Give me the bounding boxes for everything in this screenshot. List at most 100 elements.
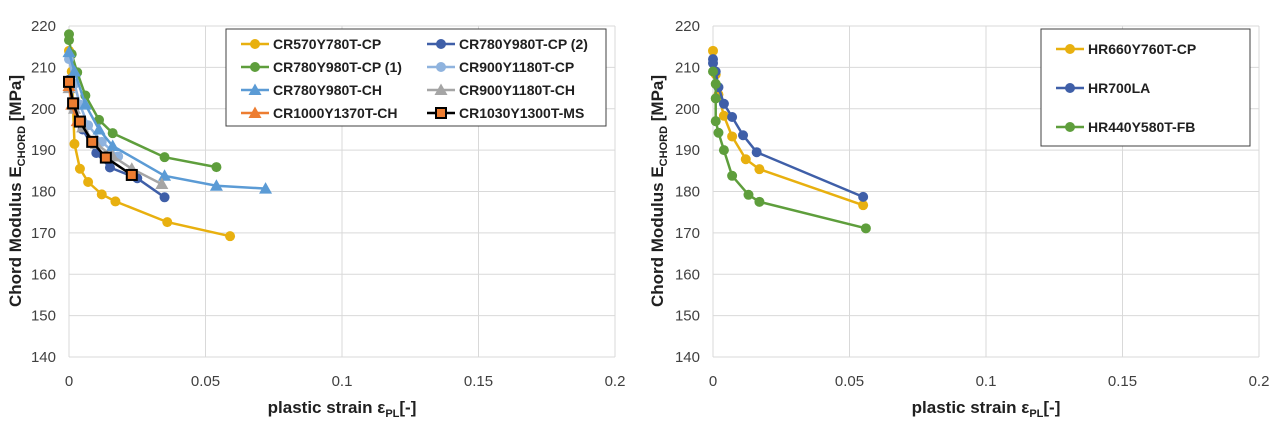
- data-point: [83, 176, 94, 187]
- x-tick-label: 0.05: [191, 373, 220, 390]
- legend-entry: CR900Y1180T-CH: [427, 82, 575, 98]
- legend-entry: CR570Y780T-CP: [241, 36, 381, 52]
- x-tick-label: 0: [709, 373, 717, 390]
- series-line: [711, 50, 864, 207]
- legend-label: CR780Y980T-CP (1): [273, 59, 402, 75]
- legend-swatch-marker: [250, 39, 260, 49]
- legend-entry: CR780Y980T-CP (1): [241, 59, 402, 75]
- data-point: [860, 223, 871, 234]
- y-tick-label: 160: [675, 266, 700, 283]
- legend-entry: CR1030Y1300T-MS: [427, 105, 584, 121]
- series-hr700la: [708, 54, 869, 202]
- data-point: [73, 115, 86, 128]
- legend-swatch-marker: [250, 62, 260, 72]
- data-point: [708, 58, 718, 69]
- x-axis-title: plastic strain εPL[-]: [912, 398, 1061, 420]
- x-tick-label: 0.05: [835, 373, 864, 390]
- chart-left-cr-grades: 140 150 160 170 180 190 200 210 220 0 0.05 0.1 0.15 0…: [6, 18, 625, 420]
- series-line: [711, 71, 867, 230]
- legend-entry: HR660Y760T-CP: [1056, 41, 1196, 57]
- data-point: [107, 128, 118, 139]
- series-hr440y580t-fb: [708, 66, 871, 234]
- data-point: [110, 196, 121, 207]
- data-point: [78, 98, 92, 110]
- y-tick-label: 210: [31, 59, 56, 76]
- series-cr780y980t-cp-2: [64, 74, 170, 203]
- y-tick-label: 200: [31, 101, 56, 118]
- data-point: [64, 35, 74, 46]
- legend-swatch-marker: [1065, 83, 1075, 93]
- legend-label: CR1000Y1370T-CH: [273, 105, 398, 121]
- data-point: [858, 191, 869, 202]
- x-tick-label: 0.15: [1108, 373, 1137, 390]
- legend-swatch-marker: [436, 62, 446, 72]
- y-axis-title: Chord Modulus ECHORD [MPa]: [6, 75, 28, 307]
- legend-label: CR1030Y1300T-MS: [459, 105, 584, 121]
- data-point: [86, 135, 99, 148]
- data-point: [754, 196, 765, 207]
- legend-swatch-marker: [1065, 122, 1075, 132]
- y-axis-title: Chord Modulus ECHORD [MPa]: [648, 75, 670, 307]
- x-tick-label: 0.1: [976, 373, 997, 390]
- legend-box: [225, 28, 607, 127]
- data-point: [62, 45, 76, 58]
- series-cr780y980t-ch: [62, 45, 273, 194]
- data-point: [162, 217, 173, 228]
- data-point: [158, 169, 172, 181]
- data-point: [67, 97, 80, 110]
- legend-entry: CR900Y1180T-CP: [427, 59, 574, 75]
- data-point: [104, 162, 115, 173]
- y-tick-label: 210: [675, 59, 700, 76]
- data-point: [211, 162, 222, 173]
- x-tick-label: 0.15: [464, 373, 493, 390]
- legend-swatch-marker: [1065, 44, 1075, 54]
- data-point: [259, 182, 273, 194]
- data-point: [74, 163, 85, 174]
- y-tick-label: 190: [675, 142, 700, 159]
- data-point: [743, 189, 754, 200]
- data-point: [125, 168, 138, 181]
- y-tick-label: 190: [31, 142, 56, 159]
- data-point: [858, 200, 869, 211]
- y-tick-label: 200: [675, 101, 700, 118]
- legend-label: CR780Y980T-CP (2): [459, 36, 588, 52]
- data-point: [67, 65, 81, 77]
- legend-entry: HR440Y580T-FB: [1056, 119, 1195, 135]
- legend-label: CR570Y780T-CP: [273, 36, 381, 52]
- legend-entry: HR700LA: [1056, 80, 1150, 96]
- data-point: [209, 179, 223, 191]
- data-point: [727, 112, 738, 123]
- data-point: [159, 192, 170, 203]
- data-point: [751, 147, 762, 158]
- series-cr1030y1300t-ms: [63, 75, 138, 181]
- y-tick-label: 160: [31, 266, 56, 283]
- legend-label: CR900Y1180T-CP: [459, 59, 574, 75]
- legend-label: HR660Y760T-CP: [1088, 41, 1196, 57]
- y-tick-label: 220: [675, 18, 700, 35]
- data-point: [99, 151, 112, 164]
- legend-entry: CR780Y980T-CP (2): [427, 36, 588, 52]
- data-point: [69, 138, 80, 149]
- y-tick-label: 140: [675, 349, 700, 366]
- legend-label: HR700LA: [1088, 80, 1150, 96]
- data-point: [738, 130, 749, 141]
- data-point: [710, 116, 721, 127]
- data-point: [155, 177, 169, 190]
- y-tick-label: 220: [31, 18, 56, 35]
- data-point: [710, 78, 721, 89]
- legend-swatch-marker: [248, 106, 262, 118]
- series-line: [67, 51, 266, 190]
- legend-swatch-marker: [248, 83, 262, 95]
- legend-label: CR900Y1180T-CH: [459, 82, 575, 98]
- data-point: [708, 66, 718, 77]
- data-point: [754, 164, 765, 175]
- data-point: [92, 122, 106, 135]
- x-axis-title: plastic strain εPL[-]: [268, 398, 417, 420]
- data-point: [718, 98, 729, 109]
- legend-swatch-marker: [436, 39, 446, 49]
- x-tick-label: 0.2: [1249, 373, 1270, 390]
- x-tick-label: 0.2: [605, 373, 626, 390]
- data-point: [708, 45, 718, 56]
- data-point: [710, 93, 721, 104]
- data-point: [63, 75, 75, 88]
